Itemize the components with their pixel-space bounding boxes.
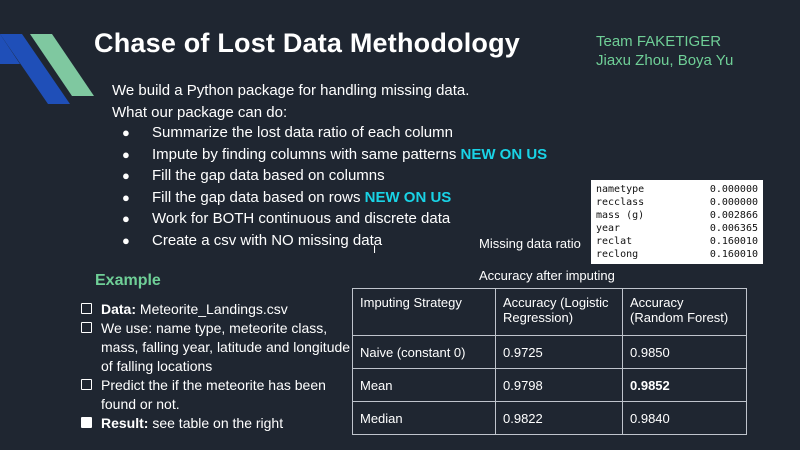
table-header-row: Imputing Strategy Accuracy (Logistic Reg… bbox=[352, 288, 747, 336]
table-row: Mean 0.9798 0.9852 bbox=[352, 368, 747, 402]
column-header: Accuracy (Logistic Regression) bbox=[495, 288, 623, 336]
ratio-value: 0.000000 bbox=[709, 197, 758, 208]
column-name: mass (g) bbox=[596, 210, 645, 221]
ratio-row: recclass 0.000000 bbox=[596, 196, 758, 209]
intro-line-2: What our package can do: bbox=[112, 104, 288, 121]
checkbox-icon bbox=[81, 322, 92, 333]
blue-stripe bbox=[0, 34, 70, 104]
new-badge: NEW ON US bbox=[364, 188, 452, 206]
blue-stripe-edge bbox=[0, 34, 20, 64]
accuracy-cell: 0.9798 bbox=[495, 368, 623, 402]
accuracy-cell: 0.9822 bbox=[495, 401, 623, 435]
ratio-row: year 0.006365 bbox=[596, 222, 758, 235]
example-item: Data: Meteorite_Landings.csv bbox=[81, 300, 351, 319]
new-badge: NEW ON US bbox=[460, 145, 548, 163]
team-info: Team FAKETIGER Jiaxu Zhou, Boya Yu bbox=[596, 32, 733, 70]
feature-text: Create a csv with NO missing data bbox=[152, 231, 383, 249]
feature-list: ● Summarize the lost data ratio of each c… bbox=[122, 122, 547, 252]
checkbox-icon bbox=[81, 417, 92, 428]
green-stripe bbox=[30, 34, 94, 96]
slide-title: Chase of Lost Data Methodology bbox=[94, 28, 521, 58]
example-item-text: Predict the if the meteorite has been fo… bbox=[101, 377, 326, 412]
intro-text: We build a Python package for handling m… bbox=[112, 80, 469, 124]
intro-line-1: We build a Python package for handling m… bbox=[112, 82, 470, 99]
ratio-row: reclat 0.160010 bbox=[596, 235, 758, 248]
feature-item: ● Fill the gap data based on columns bbox=[122, 165, 547, 187]
example-item-text: Meteorite_Landings.csv bbox=[136, 301, 288, 317]
ratio-value: 0.160010 bbox=[709, 236, 758, 247]
decorative-stripes bbox=[0, 34, 94, 104]
results-caption: Accuracy after imputing bbox=[479, 268, 615, 283]
ratio-value: 0.002866 bbox=[709, 210, 758, 221]
feature-text: Fill the gap data based on rows bbox=[152, 188, 365, 206]
example-item: We use: name type, meteorite class, mass… bbox=[81, 319, 351, 376]
ratio-value: 0.160010 bbox=[709, 249, 758, 260]
feature-text: Impute by finding columns with same patt… bbox=[152, 145, 461, 163]
accuracy-cell-best: 0.9852 bbox=[622, 368, 747, 402]
feature-item: ● Fill the gap data based on rows NEW ON … bbox=[122, 187, 547, 209]
table-row: Naive (constant 0) 0.9725 0.9850 bbox=[352, 335, 747, 369]
feature-item: ● Work for BOTH continuous and discrete d… bbox=[122, 208, 547, 230]
team-name: Team FAKETIGER bbox=[596, 33, 722, 50]
column-header: Accuracy (Random Forest) bbox=[622, 288, 747, 336]
bullet-icon: ● bbox=[122, 189, 130, 205]
strategy-cell: Median bbox=[352, 401, 496, 435]
bullet-icon: ● bbox=[122, 232, 130, 248]
missing-ratio-table: nametype 0.000000 recclass 0.000000 mass (… bbox=[591, 180, 763, 264]
bullet-icon: ● bbox=[122, 168, 130, 184]
example-item-text: see table on the right bbox=[148, 415, 284, 431]
feature-text: Summarize the lost data ratio of each co… bbox=[152, 124, 453, 141]
column-header: Imputing Strategy bbox=[352, 288, 496, 336]
accuracy-cell: 0.9840 bbox=[622, 401, 747, 435]
strategy-cell: Mean bbox=[352, 368, 496, 402]
example-heading: Example bbox=[95, 272, 161, 289]
example-item-label: Data: bbox=[101, 301, 137, 317]
accuracy-cell: 0.9725 bbox=[495, 335, 623, 369]
ratio-value: 0.000000 bbox=[709, 184, 758, 195]
example-item-label: Result: bbox=[101, 415, 149, 431]
ratio-row: reclong 0.160010 bbox=[596, 248, 758, 261]
ratio-row: nametype 0.000000 bbox=[596, 183, 758, 196]
ratio-row: mass (g) 0.002866 bbox=[596, 209, 758, 222]
column-name: nametype bbox=[596, 184, 645, 195]
column-name: reclong bbox=[596, 249, 639, 260]
authors: Jiaxu Zhou, Boya Yu bbox=[596, 52, 734, 69]
bullet-icon: ● bbox=[122, 125, 130, 140]
text-cursor-icon: I bbox=[373, 244, 377, 256]
bullet-icon: ● bbox=[122, 146, 130, 162]
feature-item: ● Summarize the lost data ratio of each c… bbox=[122, 122, 547, 144]
feature-item: ● Create a csv with NO missing data bbox=[122, 230, 547, 252]
missing-ratio-caption: Missing data ratio bbox=[479, 236, 581, 251]
column-name: year bbox=[596, 223, 621, 234]
accuracy-cell: 0.9850 bbox=[622, 335, 747, 369]
example-item-text: We use: name type, meteorite class, mass… bbox=[101, 320, 351, 374]
strategy-cell: Naive (constant 0) bbox=[352, 335, 496, 369]
results-table: Imputing Strategy Accuracy (Logistic Reg… bbox=[352, 288, 747, 435]
ratio-value: 0.006365 bbox=[709, 223, 758, 234]
example-list: Data: Meteorite_Landings.csv We use: nam… bbox=[81, 300, 351, 433]
feature-text: Work for BOTH continuous and discrete da… bbox=[152, 210, 451, 228]
example-item: Result: see table on the right bbox=[81, 414, 351, 433]
bullet-icon: ● bbox=[122, 211, 130, 227]
column-name: recclass bbox=[596, 197, 645, 208]
example-item: Predict the if the meteorite has been fo… bbox=[81, 376, 351, 414]
table-row: Median 0.9822 0.9840 bbox=[352, 401, 747, 435]
feature-text: Fill the gap data based on columns bbox=[152, 167, 385, 185]
column-name: reclat bbox=[596, 236, 633, 247]
checkbox-icon bbox=[81, 379, 92, 390]
checkbox-icon bbox=[81, 303, 92, 314]
feature-item: ● Impute by finding columns with same pat… bbox=[122, 144, 547, 166]
